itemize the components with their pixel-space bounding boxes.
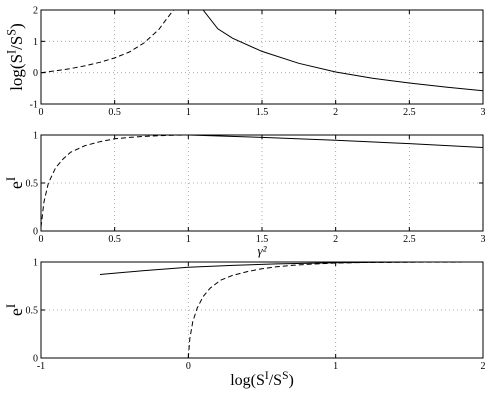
x-tick-label: 3 (481, 107, 486, 118)
x-axis-label: γ² (257, 243, 267, 258)
y-axis-label: eI (3, 177, 26, 189)
x-tick-label: 1 (186, 107, 191, 118)
y-axis-label: eI (3, 304, 26, 316)
y-tick-label: 1 (33, 37, 38, 48)
label-part-base: e (6, 308, 26, 316)
y-tick-label: 0 (33, 68, 38, 79)
label-part-end: ) (7, 23, 26, 29)
label-part-sup2: S (5, 29, 19, 36)
x-tick-label: 0 (186, 361, 191, 372)
x-tick-label: 1 (333, 361, 338, 372)
label-part-sup1: I (265, 370, 269, 382)
x-tick-label: 0 (39, 107, 44, 118)
x-tick-label: 2 (481, 361, 486, 372)
series-line-1-dashed (41, 10, 174, 74)
series-line-2-solid (99, 262, 483, 275)
y-tick-label: 2 (33, 6, 38, 17)
axes-frame (40, 9, 484, 105)
x-axis-label: log(SI/SS) (230, 370, 294, 389)
label-part-sup1: I (3, 304, 18, 308)
y-axis-label: log(SI/SS) (5, 23, 26, 91)
y-tick-label: 1 (33, 131, 38, 142)
x-tick-label: 1.5 (256, 234, 269, 245)
x-tick-label: 2 (333, 107, 338, 118)
x-tick-label: 0.5 (108, 107, 121, 118)
series-line-1-dashed (187, 262, 483, 358)
x-tick-label: -1 (37, 361, 45, 372)
y-tick-label: 0.5 (26, 306, 39, 317)
y-tick-label: 0.5 (26, 179, 39, 190)
x-tick-label: 1 (186, 234, 191, 245)
label-part-base: log(S (230, 372, 265, 389)
label-part-base: e (6, 181, 26, 189)
label-part-sup1: I (3, 177, 18, 181)
x-tick-label: 0.5 (108, 234, 121, 245)
x-tick-label: 0 (39, 234, 44, 245)
y-tick-label: 0 (33, 354, 38, 365)
series-line-1-dashed (41, 135, 189, 228)
y-tick-label: 1 (33, 258, 38, 269)
series-line-2-solid (202, 10, 483, 92)
label-part-end: ) (288, 372, 293, 389)
x-tick-label: 1.5 (256, 107, 269, 118)
label-part-mid: /S (7, 36, 26, 50)
series-line-2-solid (188, 135, 483, 148)
x-tick-label: 2 (333, 234, 338, 245)
label-part-base: log(S (7, 54, 26, 91)
label-part-mid: /S (269, 372, 282, 389)
label-part-sup2: S (282, 370, 288, 382)
x-tick-label: 2.5 (403, 107, 416, 118)
y-tick-label: 0 (33, 227, 38, 238)
label-part-sup1: I (5, 50, 19, 54)
x-tick-label: 3 (481, 234, 486, 245)
y-tick-label: -1 (30, 100, 38, 111)
x-tick-label: 2.5 (403, 234, 416, 245)
